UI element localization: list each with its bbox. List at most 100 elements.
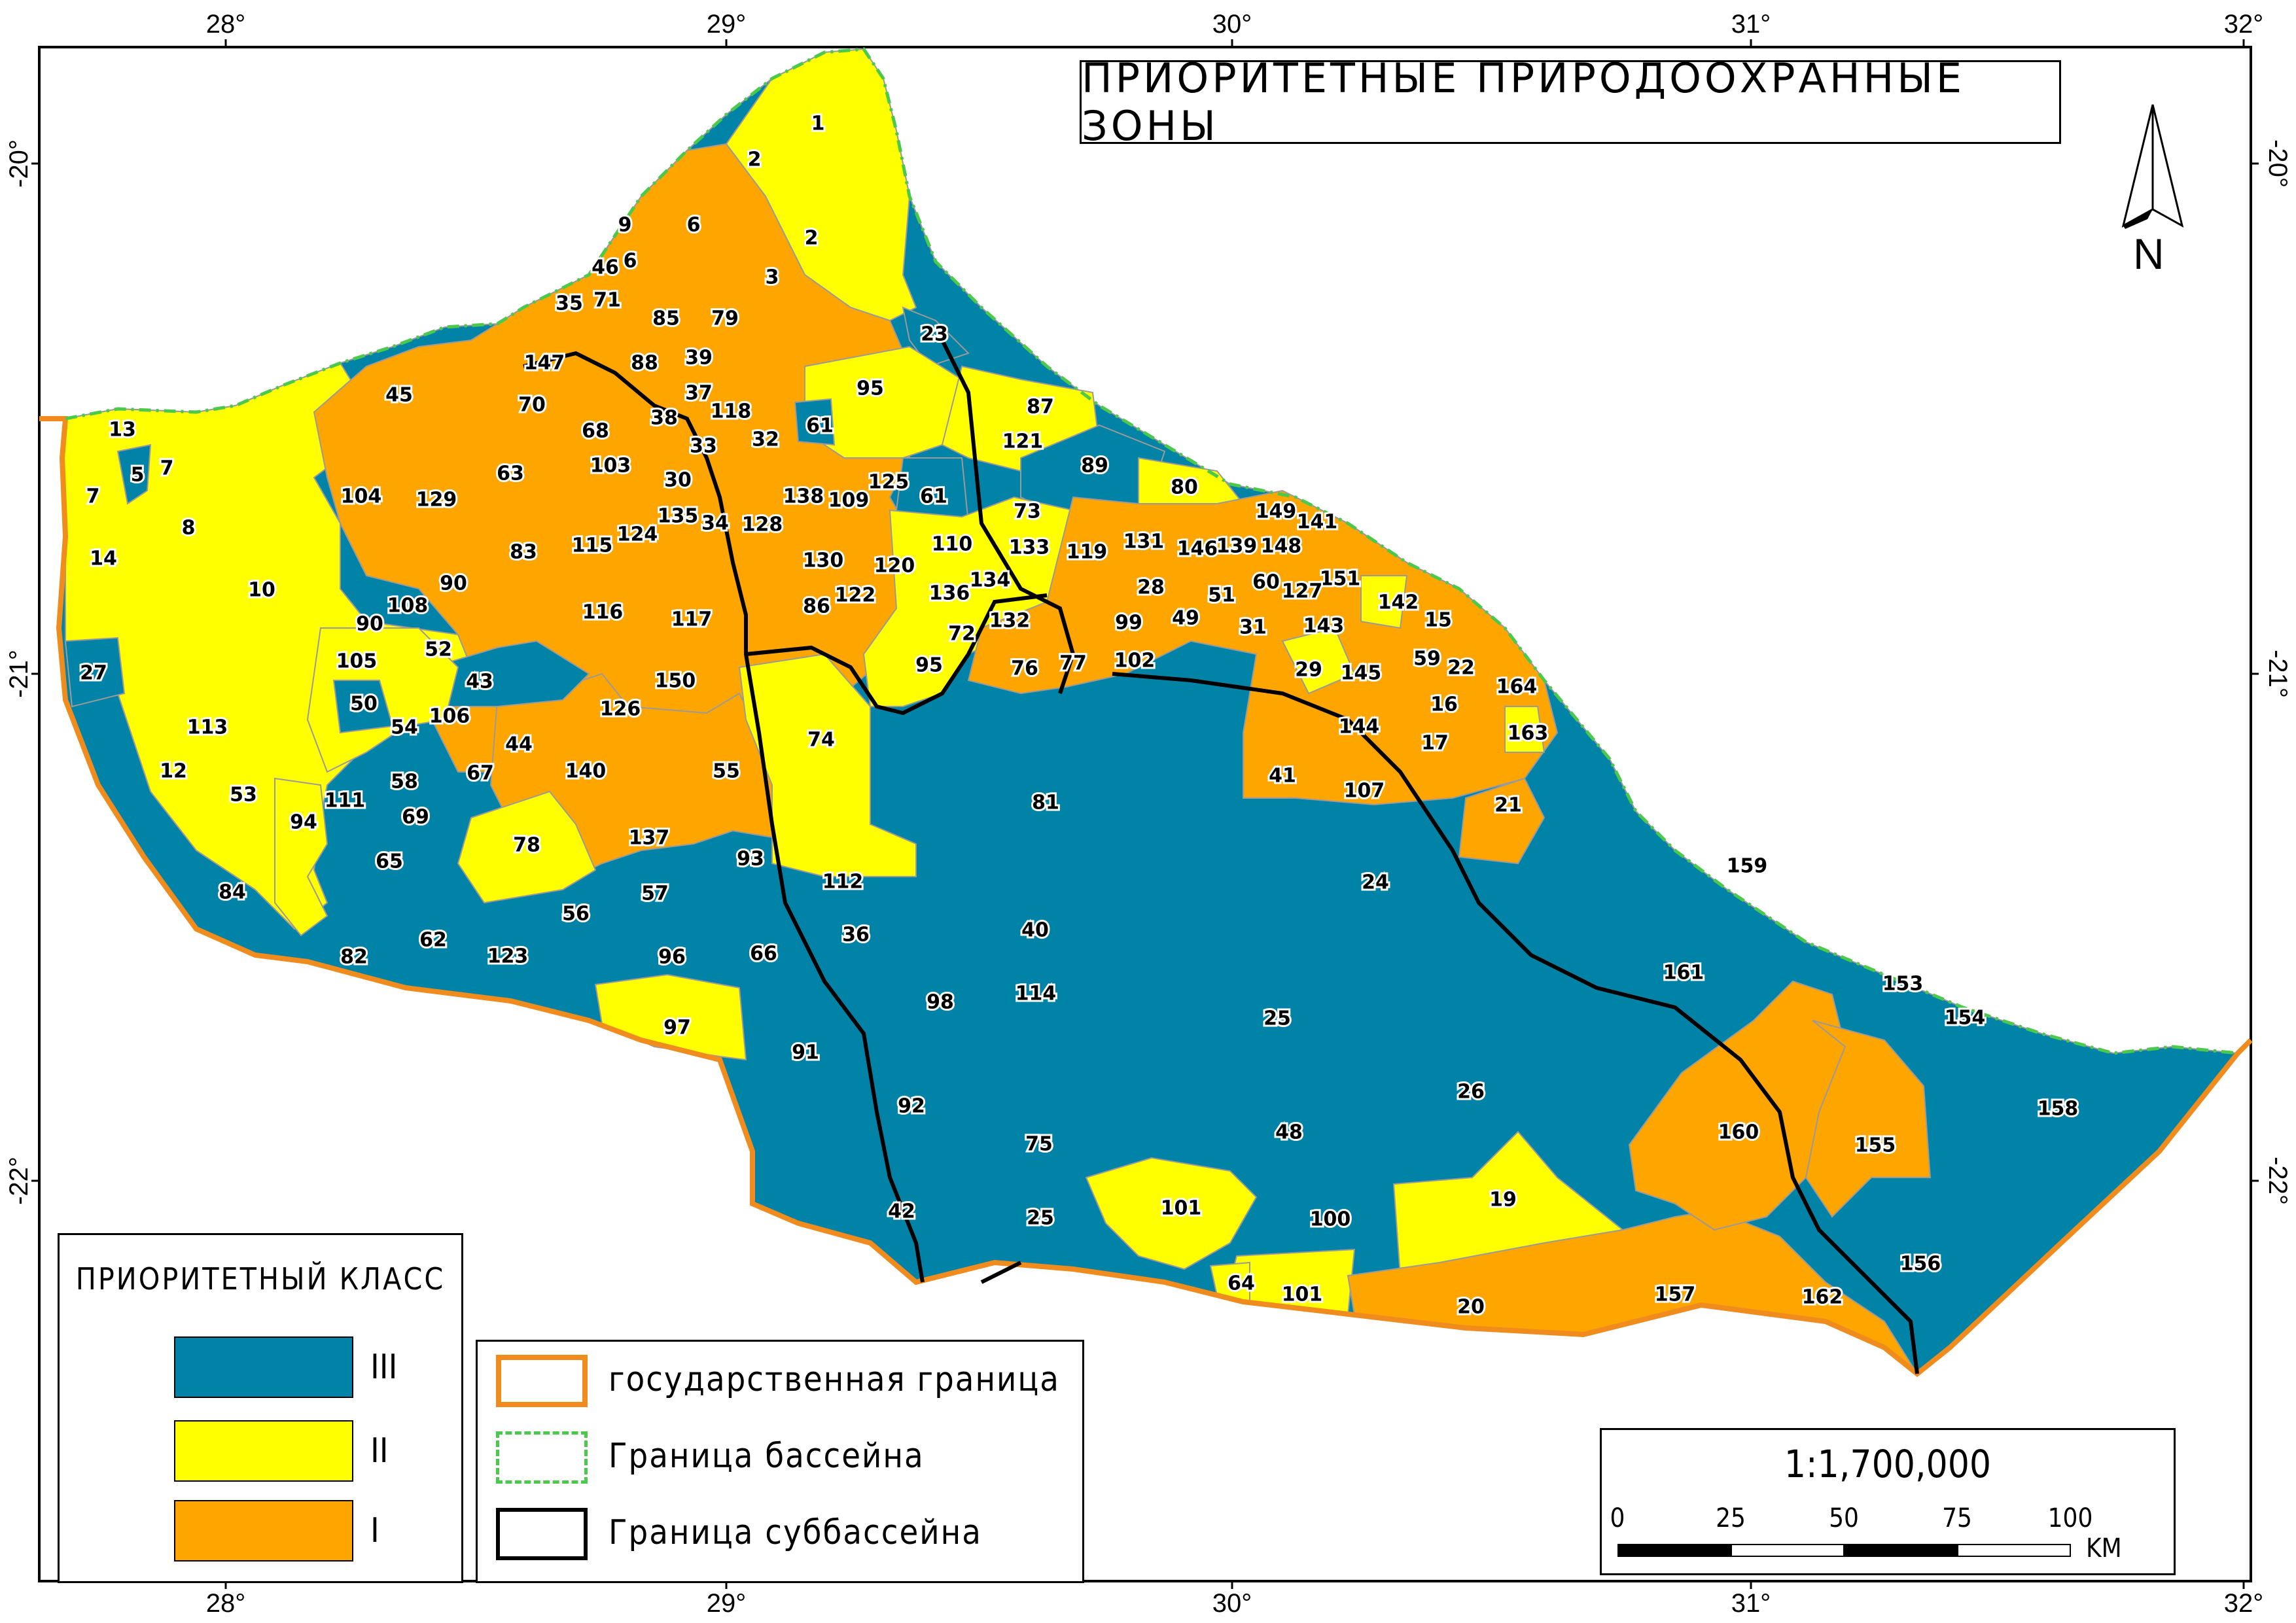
zone-class-III-5[interactable]: [116, 444, 152, 505]
zone-label-92: 92: [898, 1095, 925, 1118]
zone-label-53: 53: [230, 784, 257, 807]
zone-label-77: 77: [1059, 652, 1087, 675]
zone-label-122: 122: [835, 584, 876, 607]
zone-class-II-78[interactable]: [457, 790, 597, 904]
zone-label-2: 2: [805, 227, 819, 250]
subbasin-border: [980, 672, 1919, 1374]
zone-label-81: 81: [1032, 792, 1059, 814]
zone-label-105: 105: [336, 650, 378, 673]
tick-marks: [31, 39, 2259, 1589]
zone-label-102: 102: [1114, 650, 1156, 672]
zone-label-108: 108: [387, 595, 429, 618]
zone-label-62: 62: [419, 929, 447, 952]
zone-class-II-142[interactable]: [1360, 575, 1408, 629]
zone-label-14: 14: [90, 548, 117, 570]
zone-class-II-163[interactable]: [1504, 706, 1545, 753]
legend-swatch-class-III: [174, 1336, 353, 1398]
zone-label-78: 78: [513, 834, 540, 857]
zone-label-124: 124: [617, 523, 658, 546]
zone-label-54: 54: [391, 716, 418, 739]
lon-tick-label: 32°: [2224, 10, 2264, 39]
zone-label-128: 128: [742, 514, 783, 536]
lat-tick-label: -21°: [2263, 650, 2292, 698]
zone-label-2: 2: [748, 148, 762, 171]
zone-label-7: 7: [160, 457, 174, 480]
scale-tick-label: 75: [1942, 1503, 1972, 1533]
legend-label-class-I: I: [370, 1511, 380, 1550]
zone-label-89: 89: [1081, 455, 1108, 478]
zone-class-I-21[interactable]: [1458, 777, 1545, 865]
zone-label-101: 101: [1161, 1197, 1202, 1220]
zone-class-III-23[interactable]: [902, 306, 970, 368]
zone-label-132: 132: [989, 610, 1031, 633]
zone-label-97: 97: [663, 1017, 691, 1039]
priority-zones: [58, 48, 2239, 1375]
zone-label-17: 17: [1421, 732, 1449, 755]
zone-label-107: 107: [1344, 780, 1385, 803]
zone-label-7: 7: [86, 485, 100, 508]
zone-label-143: 143: [1303, 615, 1345, 638]
zone-class-II-29[interactable]: [1281, 627, 1356, 695]
zone-class-III-43[interactable]: [431, 640, 590, 707]
zone-class-III-50[interactable]: [332, 680, 394, 734]
legend-label-subbasin-border: Граница суббассейна: [609, 1513, 982, 1552]
scale-bar-box: 1:1,700,000 0 25 50 75 100 KM: [1600, 1428, 2176, 1575]
lat-tick-label: -20°: [5, 139, 33, 188]
zone-label-71: 71: [593, 289, 621, 312]
zone-label-139: 139: [1216, 535, 1258, 558]
zone-label-28: 28: [1137, 576, 1165, 599]
zone-class-III-27[interactable]: [64, 637, 126, 708]
zone-label-5: 5: [131, 464, 145, 487]
zone-label-126: 126: [600, 698, 641, 721]
zone-label-121: 121: [1002, 430, 1044, 453]
zone-label-6: 6: [687, 214, 701, 237]
zone-label-147: 147: [524, 352, 565, 375]
zone-label-156: 156: [1900, 1253, 1941, 1276]
north-label: N: [2133, 230, 2164, 278]
zone-label-144: 144: [1339, 716, 1380, 739]
zone-class-II-101a[interactable]: [1085, 1157, 1258, 1270]
latitude-labels-left: -20° -21° -22°: [5, 139, 33, 1205]
zone-label-90: 90: [440, 572, 467, 595]
zone-label-153: 153: [1882, 973, 1924, 996]
legend-priority-class: ПРИОРИТЕТНЫЙ КЛАСС III II I: [58, 1233, 463, 1583]
zone-label-44: 44: [505, 733, 533, 756]
scale-tick-label: 0: [1610, 1503, 1625, 1533]
zone-class-II-94[interactable]: [274, 777, 328, 937]
scale-tick-label: 50: [1829, 1503, 1859, 1533]
zone-label-140: 140: [565, 760, 607, 783]
subbasin-border: [745, 339, 1076, 716]
legend-swatch-basin-border: [496, 1431, 588, 1484]
legend-swatch-class-I: [174, 1500, 353, 1562]
zone-label-114: 114: [1016, 983, 1057, 1005]
zone-class-I-155[interactable]: [1805, 1020, 1932, 1218]
zone-label-37: 37: [685, 382, 713, 405]
lon-tick-label: 30°: [1212, 1589, 1252, 1618]
zone-label-58: 58: [391, 771, 418, 794]
zone-label-154: 154: [1945, 1007, 1986, 1030]
legend-label-class-II: II: [370, 1431, 389, 1471]
zone-label-131: 131: [1123, 531, 1165, 553]
zone-label-51: 51: [1208, 584, 1235, 607]
lon-tick-label: 32°: [2224, 1589, 2264, 1618]
zone-label-52: 52: [425, 638, 452, 661]
legend-borders: государственная граница Граница бассейна…: [476, 1340, 1084, 1583]
zone-label-100: 100: [1310, 1208, 1351, 1231]
longitude-labels-bottom: 28° 29° 30° 31° 32°: [206, 1589, 2264, 1618]
zone-label-146: 146: [1177, 538, 1218, 561]
zone-label-74: 74: [807, 729, 835, 752]
zone-label-45: 45: [385, 384, 413, 407]
zone-label-3: 3: [766, 266, 779, 289]
zone-label-164: 164: [1496, 676, 1538, 699]
zone-label-59: 59: [1413, 648, 1441, 671]
scale-segment: [1731, 1544, 1845, 1557]
latitude-labels-right: -20° -21° -22°: [2263, 139, 2292, 1205]
zone-class-III-61a[interactable]: [794, 398, 836, 446]
zone-label-120: 120: [874, 555, 915, 578]
legend-label-state-border: государственная граница: [609, 1360, 1060, 1399]
north-arrow-icon: [2121, 104, 2184, 229]
zone-label-157: 157: [1655, 1283, 1696, 1306]
zone-label-163: 163: [1508, 722, 1549, 745]
map-title: ПРИОРИТЕТНЫЕ ПРИРОДООХРАННЫЕ ЗОНЫ: [1082, 54, 1966, 150]
